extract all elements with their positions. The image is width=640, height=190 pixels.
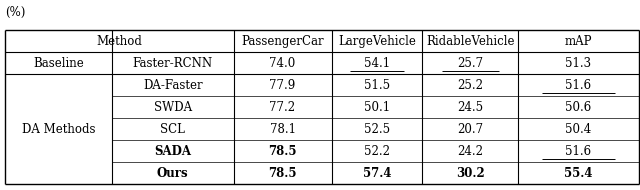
Text: 52.2: 52.2 bbox=[364, 145, 390, 158]
Text: 51.6: 51.6 bbox=[566, 145, 591, 158]
Text: SCL: SCL bbox=[161, 123, 185, 136]
Text: 50.1: 50.1 bbox=[364, 101, 390, 114]
Text: Baseline: Baseline bbox=[33, 57, 84, 70]
Text: 20.7: 20.7 bbox=[458, 123, 483, 136]
Text: (%): (%) bbox=[5, 6, 26, 19]
Text: Faster-RCNN: Faster-RCNN bbox=[132, 57, 213, 70]
Text: 78.5: 78.5 bbox=[268, 167, 297, 180]
Text: 77.2: 77.2 bbox=[269, 101, 296, 114]
Text: Method: Method bbox=[97, 35, 142, 48]
Text: 25.7: 25.7 bbox=[458, 57, 483, 70]
Text: LargeVehicle: LargeVehicle bbox=[338, 35, 416, 48]
Text: 30.2: 30.2 bbox=[456, 167, 484, 180]
Text: 78.5: 78.5 bbox=[268, 145, 297, 158]
Text: 52.5: 52.5 bbox=[364, 123, 390, 136]
Text: DA-Faster: DA-Faster bbox=[143, 79, 203, 92]
Text: 24.5: 24.5 bbox=[458, 101, 483, 114]
Text: SADA: SADA bbox=[154, 145, 191, 158]
Text: 25.2: 25.2 bbox=[458, 79, 483, 92]
Text: 77.9: 77.9 bbox=[269, 79, 296, 92]
Text: Ours: Ours bbox=[157, 167, 189, 180]
Text: 55.4: 55.4 bbox=[564, 167, 593, 180]
Text: DA Methods: DA Methods bbox=[22, 123, 95, 136]
Text: 78.1: 78.1 bbox=[269, 123, 296, 136]
Text: 51.6: 51.6 bbox=[566, 79, 591, 92]
Text: SWDA: SWDA bbox=[154, 101, 192, 114]
Text: 50.4: 50.4 bbox=[565, 123, 592, 136]
Text: 24.2: 24.2 bbox=[458, 145, 483, 158]
Text: PassengerCar: PassengerCar bbox=[241, 35, 324, 48]
Text: mAP: mAP bbox=[565, 35, 592, 48]
Text: 50.6: 50.6 bbox=[565, 101, 592, 114]
Text: 51.3: 51.3 bbox=[566, 57, 591, 70]
Text: RidableVehicle: RidableVehicle bbox=[426, 35, 515, 48]
Text: 51.5: 51.5 bbox=[364, 79, 390, 92]
Text: 57.4: 57.4 bbox=[363, 167, 391, 180]
Text: 74.0: 74.0 bbox=[269, 57, 296, 70]
Text: 54.1: 54.1 bbox=[364, 57, 390, 70]
